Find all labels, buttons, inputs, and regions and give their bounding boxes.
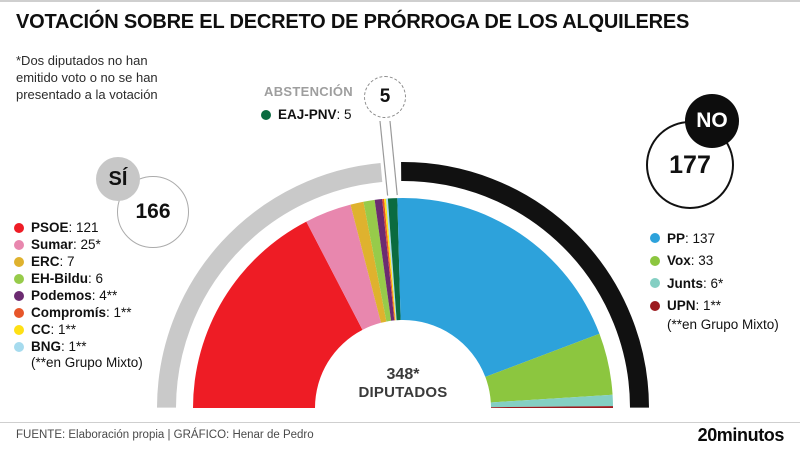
legend-item-pp: PP: 137: [650, 227, 779, 250]
legend-bullet: [650, 278, 660, 289]
legend-item-label: Sumar: 25*: [31, 237, 101, 252]
legend-bullet: [261, 109, 271, 120]
segment-erc: [350, 201, 387, 323]
no-badge: NO: [685, 94, 739, 148]
legend-footnote: (**en Grupo Mixto): [31, 355, 143, 370]
outer-arc-yes: [157, 163, 383, 408]
abstention-callout-line: [379, 120, 389, 196]
legend-no: PP: 137 Vox: 33 Junts: 6* UPN: 1** (**en Gru…: [650, 227, 779, 340]
legend-item-eh-bildu: EH-Bildu: 6: [14, 270, 143, 287]
legend-item-label: EH-Bildu: 6: [31, 271, 104, 286]
legend-bullet: [650, 255, 660, 266]
outer-arc-no: [401, 162, 649, 408]
legend-item-label: EAJ-PNV: 5: [278, 107, 352, 122]
footer-rule: [0, 422, 800, 423]
legend-bullet: [14, 307, 24, 318]
legend-item-label: BNG: 1**: [31, 339, 87, 354]
top-rule: [0, 0, 800, 2]
legend-item-label: ERC: 7: [31, 254, 75, 269]
legend-item-label: PP: 137: [667, 230, 716, 246]
legend-bullet: [14, 324, 24, 335]
segment-eaj-pnv: [387, 198, 401, 321]
abstention-count-circle: 5: [364, 76, 406, 118]
legend-bullet: [14, 290, 24, 301]
segment-psoe: [193, 221, 363, 408]
no-label: NO: [696, 109, 728, 132]
segment-eh-bildu: [363, 199, 392, 322]
page-title: VOTACIÓN SOBRE EL DECRETO DE PRÓRROGA DE…: [16, 11, 690, 33]
segment-junts: [490, 394, 613, 408]
no-total: 177: [669, 150, 711, 179]
segment-vox: [485, 333, 613, 403]
legend-bullet: [14, 256, 24, 267]
legend-item-erc: ERC: 7: [14, 253, 143, 270]
legend-item-label: Compromís: 1**: [31, 305, 132, 320]
yes-total: 166: [135, 200, 171, 223]
legend-bullet: [14, 239, 24, 250]
yes-badge: SÍ: [96, 157, 140, 201]
yes-label: SÍ: [108, 167, 128, 190]
segment-bng: [385, 198, 397, 321]
legend-item-vox: Vox: 33: [650, 250, 779, 273]
legend-yes: PSOE: 121 Sumar: 25* ERC: 7 EH-Bildu: 6 Pode…: [14, 219, 143, 372]
legend-bullet: [14, 273, 24, 284]
segment-sumar: [306, 204, 381, 330]
legend-item-compromís: Compromís: 1**: [14, 304, 143, 321]
legend-bullet: [14, 341, 24, 352]
source-credit: FUENTE: Elaboración propia | GRÁFICO: He…: [16, 429, 314, 441]
legend-item-eaj-pnv: EAJ-PNV: 5: [261, 107, 352, 122]
legend-item-bng: BNG: 1**: [14, 338, 143, 355]
segment-cc: [384, 198, 396, 321]
segment-podemos: [374, 199, 395, 321]
footnote-text: *Dos diputados no han emitido voto o no …: [16, 53, 158, 103]
total-seats-number: 348*: [386, 366, 420, 383]
segment-pp: [397, 198, 600, 377]
abstention-callout-line: [389, 120, 398, 196]
legend-bullet: [650, 300, 660, 311]
legend-item-label: PSOE: 121: [31, 220, 99, 235]
segment-upn: [491, 406, 613, 408]
legend-bullet: [650, 233, 660, 244]
legend-item-psoe: PSOE: 121: [14, 219, 143, 236]
abstention-label: ABSTENCIÓN: [264, 84, 353, 99]
segment-comprom-s: [382, 198, 396, 321]
total-seats-text: DIPUTADOS: [358, 384, 448, 402]
legend-item-label: UPN: 1**: [667, 298, 722, 314]
total-seats-label: 348* DIPUTADOS: [313, 365, 493, 403]
abstention-count: 5: [379, 86, 391, 107]
legend-item-podemos: Podemos: 4**: [14, 287, 143, 304]
legend-item-junts: Junts: 6*: [650, 272, 779, 295]
legend-item-cc: CC: 1**: [14, 321, 143, 338]
legend-footnote: (**en Grupo Mixto): [667, 317, 779, 332]
legend-bullet: [14, 222, 24, 233]
legend-item-sumar: Sumar: 25*: [14, 236, 143, 253]
legend-item-label: Vox: 33: [667, 253, 714, 269]
legend-item-upn: UPN: 1**: [650, 295, 779, 318]
brand-logo: 20minutos: [697, 425, 785, 445]
legend-item-label: Junts: 6*: [667, 275, 724, 291]
legend-item-label: Podemos: 4**: [31, 288, 118, 303]
legend-item-label: CC: 1**: [31, 322, 77, 337]
